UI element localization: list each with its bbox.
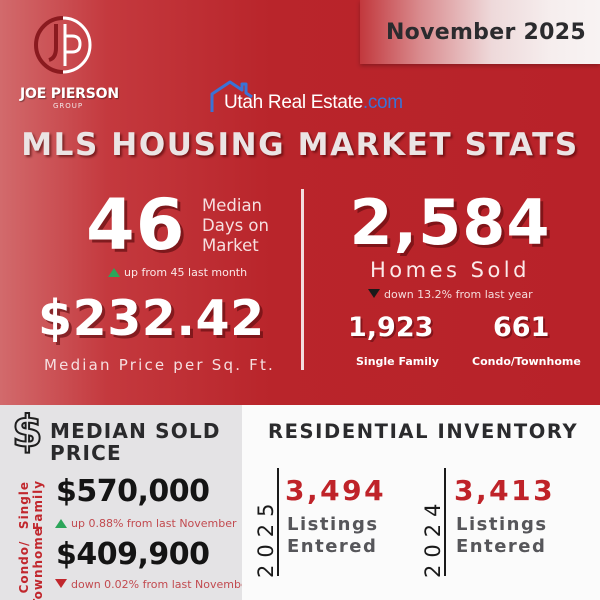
listings-2024-value: 3,413 <box>454 474 556 507</box>
hero-section: November 2025 JOE PIERSON GROUP Utah Rea… <box>0 0 600 405</box>
inventory-title: RESIDENTIAL INVENTORY <box>268 420 579 443</box>
homes-sold-value: 2,584 <box>349 186 551 259</box>
joe-pierson-logo: JOE PIERSON GROUP <box>10 10 120 110</box>
condo-sold-label: Condo/Townhome <box>472 355 581 368</box>
brand-sub: GROUP <box>53 102 84 110</box>
days-on-market-label: Median Days on Market <box>202 196 302 256</box>
single-family-price-change: up 0.88% from last November <box>55 517 237 530</box>
arrow-down-icon <box>368 289 380 298</box>
price-per-sqft-label: Median Price per Sq. Ft. <box>44 356 276 374</box>
condo-sold-value: 661 <box>493 312 550 343</box>
arrow-up-icon <box>55 519 67 528</box>
inv-label-line: Listings <box>456 514 548 535</box>
days-label-line: Median <box>202 196 263 215</box>
days-on-market-value: 46 <box>86 184 186 266</box>
report-month: November 2025 <box>385 20 586 45</box>
inv-label-line: Entered <box>456 536 547 557</box>
sf-change-text: up 0.88% from last November <box>71 517 237 530</box>
condo-townhome-category-label: Condo/ Townhome <box>17 525 47 600</box>
listings-2024-label: Listings Entered <box>456 514 576 558</box>
category-line: Condo/ <box>17 540 31 594</box>
condo-median-price: $409,900 <box>56 537 210 572</box>
arrow-up-icon <box>108 268 120 277</box>
house-icon <box>210 80 253 112</box>
page-title: MLS HOUSING MARKET STATS <box>21 127 579 163</box>
year-2025-bar <box>277 468 279 576</box>
vertical-divider <box>301 189 304 370</box>
listings-2025-value: 3,494 <box>285 474 387 507</box>
days-label-line: Days on <box>202 216 269 235</box>
homes-sold-label: Homes Sold <box>370 258 530 282</box>
listings-2025-label: Listings Entered <box>287 514 407 558</box>
price-per-sqft-value: $232.42 <box>38 290 265 347</box>
year-2025-label: 2025 <box>254 496 278 578</box>
single-family-sold-value: 1,923 <box>348 312 434 343</box>
category-line: Townhome <box>31 527 45 600</box>
median-sold-price-panel <box>0 405 242 600</box>
year-2024-bar <box>444 468 446 576</box>
inv-label-line: Listings <box>287 514 379 535</box>
single-family-sold-label: Single Family <box>356 355 439 368</box>
year-2024-label: 2024 <box>421 496 445 578</box>
partner-tld: .com <box>362 92 403 113</box>
dollar-sign-icon: $ <box>11 406 44 457</box>
residential-inventory-panel <box>242 405 600 600</box>
days-label-line: Market <box>202 236 259 255</box>
inv-label-line: Entered <box>287 536 378 557</box>
median-sold-price-title: MEDIAN SOLD PRICE <box>50 420 240 464</box>
homes-sold-change: down 13.2% from last year <box>368 288 533 301</box>
condo-change-text: down 0.02% from last November <box>71 578 253 591</box>
days-change-text: up from 45 last month <box>124 266 248 279</box>
partner-name: Utah Real Estate.com <box>224 92 403 114</box>
days-on-market-change: up from 45 last month <box>108 266 247 279</box>
brand-name: JOE PIERSON <box>20 86 119 102</box>
month-banner: November 2025 <box>360 0 600 64</box>
arrow-down-icon <box>55 579 67 588</box>
homes-sold-change-text: down 13.2% from last year <box>384 288 533 301</box>
msp-title-line: PRICE <box>50 441 122 465</box>
utah-real-estate-logo: Utah Real Estate.com <box>206 78 406 114</box>
jp-monogram-icon <box>34 16 92 74</box>
condo-price-change: down 0.02% from last November <box>55 578 252 591</box>
msp-title-line: MEDIAN SOLD <box>50 419 221 443</box>
single-family-median-price: $570,000 <box>56 474 210 509</box>
partner-name-main: Utah Real Estate <box>224 92 363 113</box>
